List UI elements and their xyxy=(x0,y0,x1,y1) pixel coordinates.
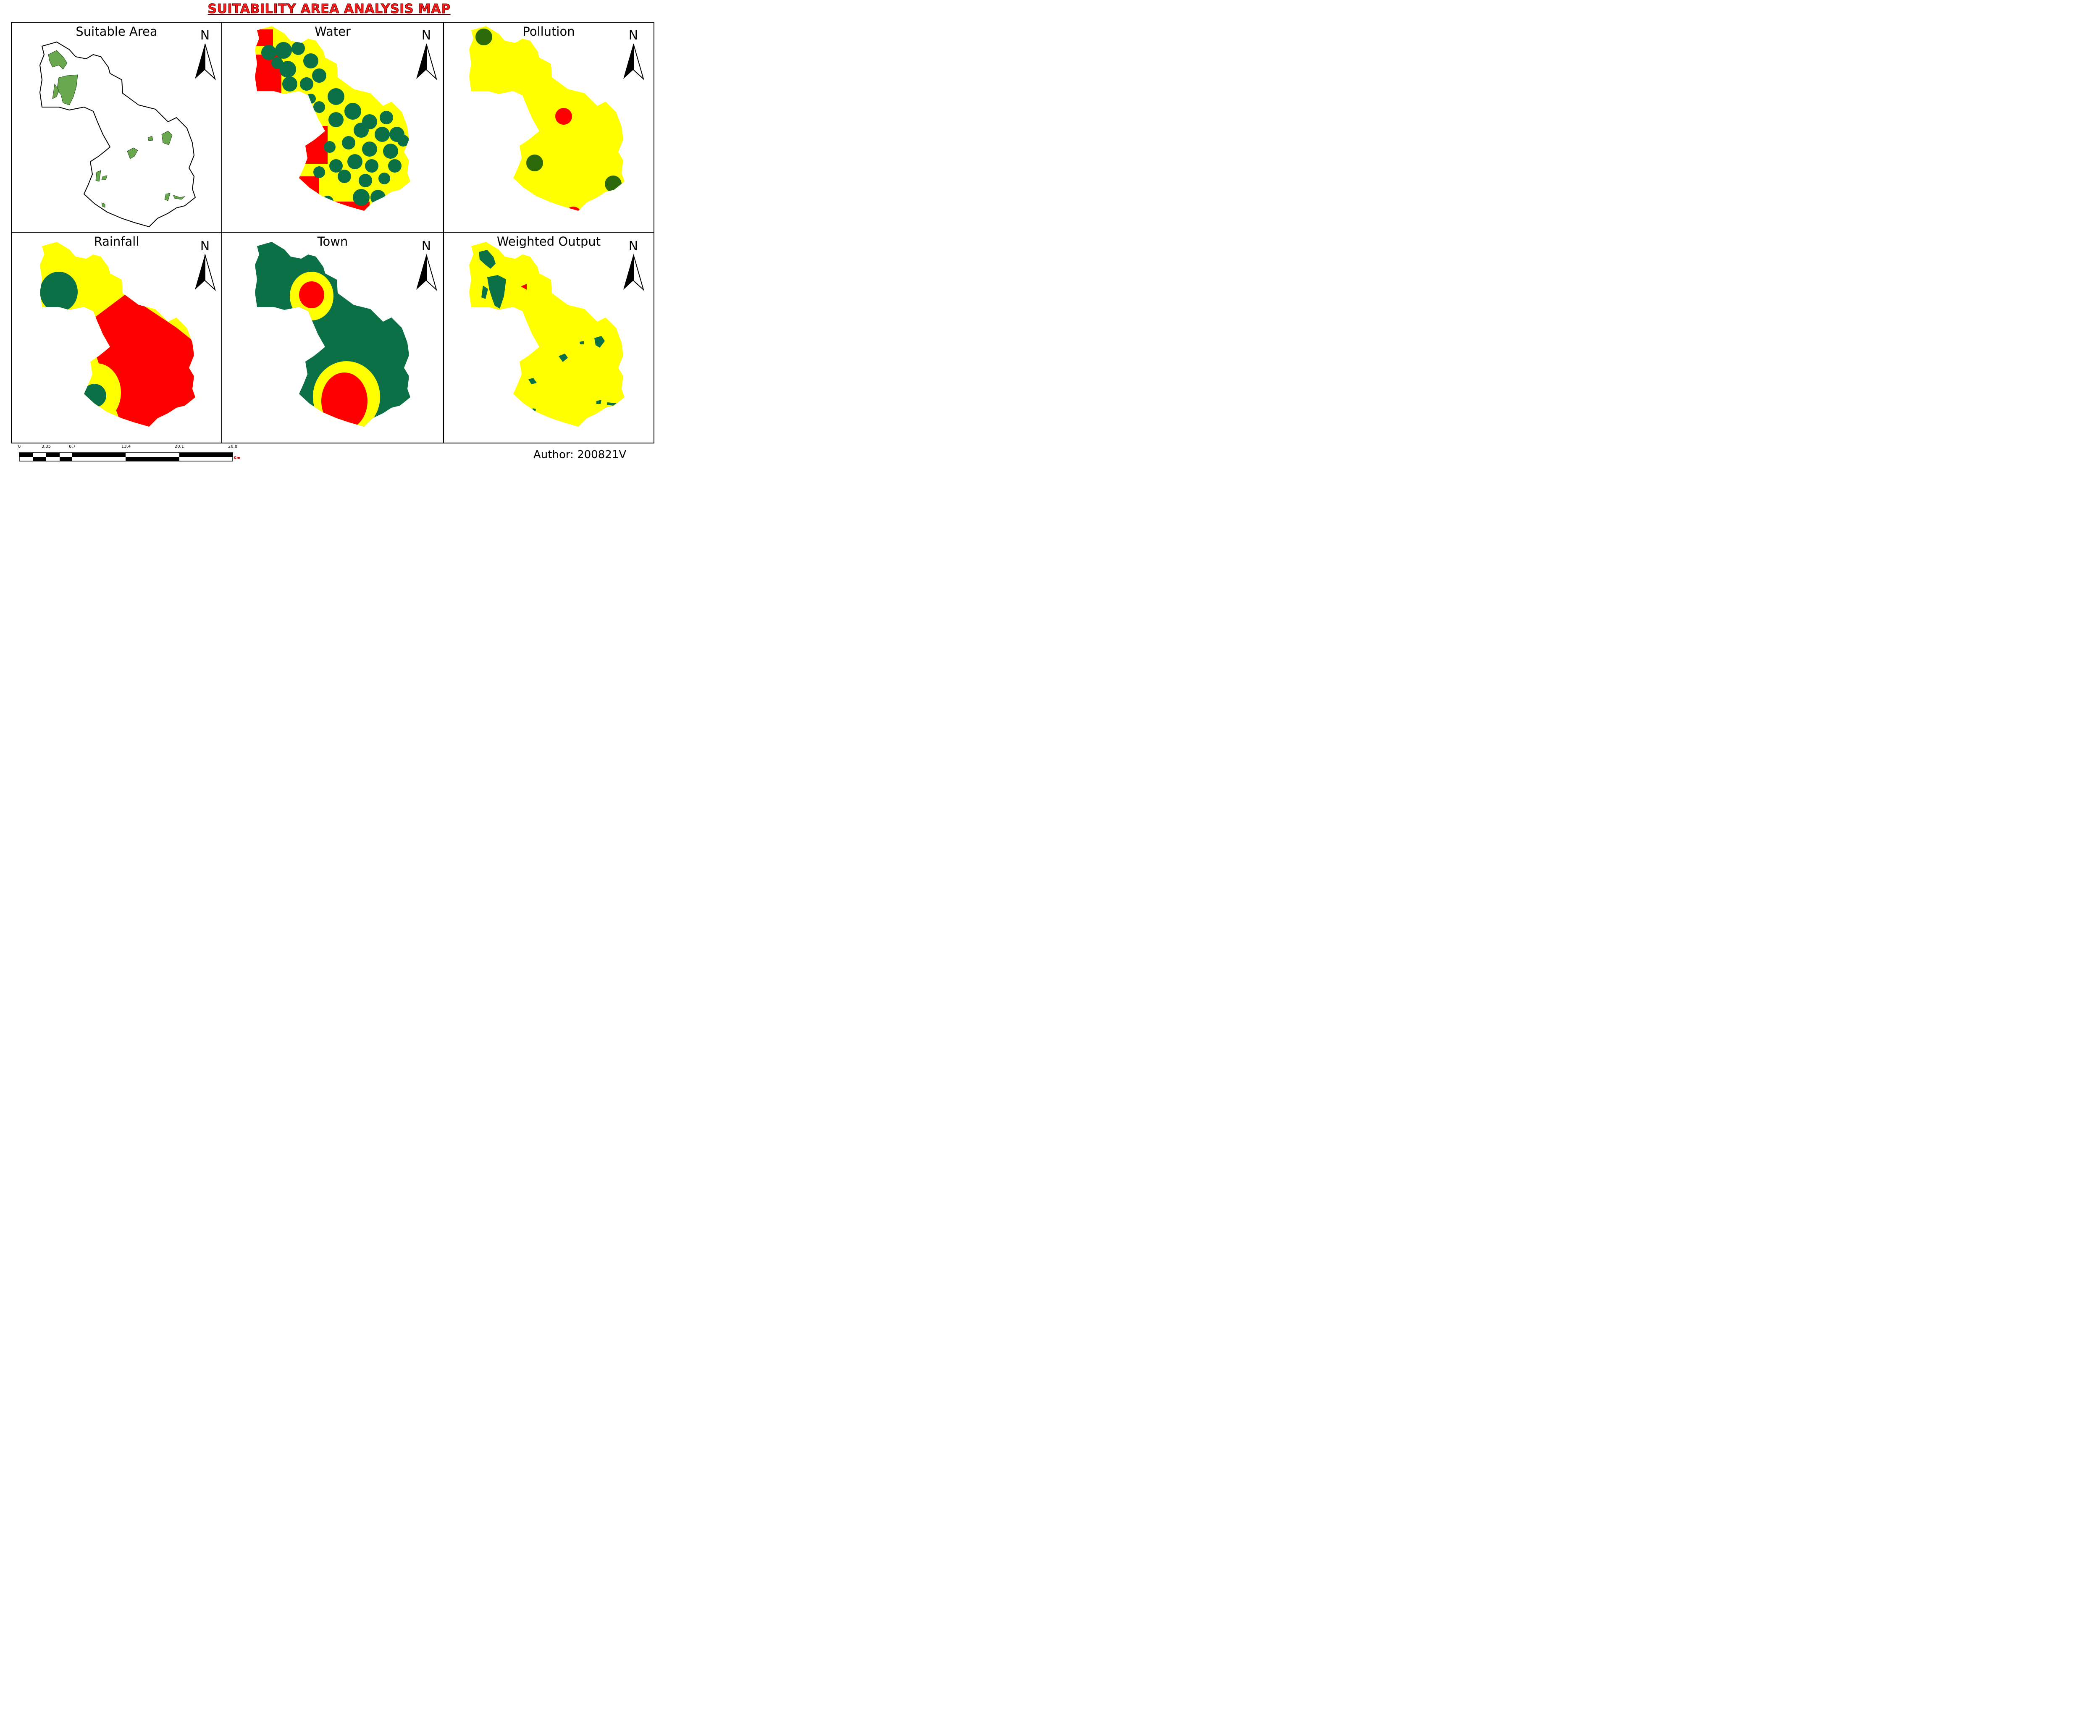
scale-bar: 0 3.35 6.7 13.4 20.1 26.8 Km xyxy=(17,444,244,464)
scale-unit: Km xyxy=(234,456,241,460)
scale-label: 13.4 xyxy=(121,444,131,449)
north-arrow: N xyxy=(415,29,438,82)
north-arrow-icon xyxy=(623,43,644,81)
north-arrow-icon xyxy=(416,254,437,291)
map-layout: SUITABILITY AREA ANALYSIS MAP Suitable A… xyxy=(0,0,658,465)
panel-pollution: Pollution xyxy=(444,23,654,232)
panel-title: Weighted Output xyxy=(496,234,601,249)
north-arrow-icon xyxy=(623,254,644,291)
scale-label: 26.8 xyxy=(228,444,238,449)
north-arrow-icon xyxy=(416,43,437,81)
north-arrow: N xyxy=(193,29,217,82)
panel-title: Water xyxy=(315,24,351,39)
suitable-area-map xyxy=(39,42,196,227)
panel-title: Town xyxy=(317,234,348,249)
panel-title: Rainfall xyxy=(94,234,139,249)
north-label: N xyxy=(628,28,638,43)
north-label: N xyxy=(421,28,431,43)
map-title: SUITABILITY AREA ANALYSIS MAP xyxy=(207,2,451,17)
north-arrow-icon xyxy=(195,254,216,291)
suitable-patches xyxy=(48,50,186,208)
region-outline xyxy=(39,42,196,227)
weighted-output-map xyxy=(469,242,625,427)
scale-label: 3.35 xyxy=(41,444,51,449)
map-frame xyxy=(11,22,654,443)
panel-title: Suitable Area xyxy=(76,24,158,39)
north-label: N xyxy=(200,239,210,254)
panel-weighted-output: Weighted Output xyxy=(444,233,654,443)
panel-suitable-area: Suitable Area xyxy=(12,23,221,232)
panel-rainfall: Rainfall xyxy=(12,233,221,443)
pollution-map xyxy=(469,26,625,211)
scale-bar-graphic xyxy=(19,452,233,462)
panel-water: Water xyxy=(222,23,443,232)
north-arrow: N xyxy=(193,240,217,293)
panel-divider xyxy=(221,22,222,443)
water-map xyxy=(255,26,410,211)
panel-town: Town xyxy=(222,233,443,443)
author-label: Author: 200821V xyxy=(533,448,627,461)
town-map xyxy=(255,242,410,427)
north-arrow: N xyxy=(622,240,645,293)
north-label: N xyxy=(200,28,210,43)
rainfall-map xyxy=(40,242,195,427)
map-layers xyxy=(39,26,625,427)
north-arrow: N xyxy=(622,29,645,82)
north-label: N xyxy=(421,239,431,254)
scale-label: 20.1 xyxy=(174,444,184,449)
north-arrow-icon xyxy=(195,43,216,81)
panel-divider xyxy=(443,22,444,443)
scale-label: 0 xyxy=(18,444,21,449)
scale-label: 6.7 xyxy=(69,444,76,449)
panel-title: Pollution xyxy=(522,24,575,39)
north-arrow: N xyxy=(415,240,438,293)
panel-divider xyxy=(11,232,654,233)
north-label: N xyxy=(628,239,638,254)
